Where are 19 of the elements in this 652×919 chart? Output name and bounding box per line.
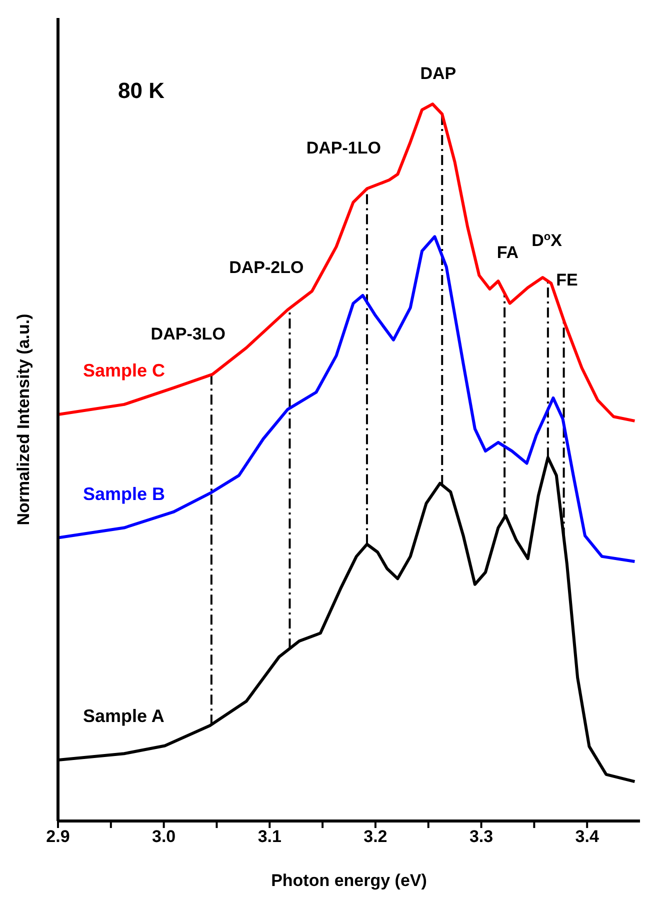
x-tick-label: 3.3 xyxy=(469,827,494,846)
x-axis-title: Photon energy (eV) xyxy=(271,871,427,890)
x-tick-label: 2.9 xyxy=(46,827,70,846)
x-tick-label: 3.1 xyxy=(258,827,282,846)
y-axis-title: Normalized Intensity (a.u.) xyxy=(14,314,34,526)
x-tick-label: 3.4 xyxy=(575,827,600,846)
series-label: Sample A xyxy=(83,706,164,726)
ref-line-label: FE xyxy=(556,270,578,290)
x-tick-label: 3.2 xyxy=(364,827,388,846)
ref-line-label: DAP-2LO xyxy=(229,258,304,278)
series-label: Sample C xyxy=(83,360,166,380)
ref-line-label: DAP-3LO xyxy=(150,324,226,344)
ref-line-label: DAP xyxy=(420,64,456,84)
ref-line-label: D$^{o}$X xyxy=(532,231,563,250)
ref-line-label: FA xyxy=(496,243,519,262)
series-label: Sample B xyxy=(83,484,166,504)
ref-line-label: DAP-1LO xyxy=(306,138,381,158)
x-tick-label: 3.0 xyxy=(152,827,176,846)
text: 80 K xyxy=(118,78,165,103)
